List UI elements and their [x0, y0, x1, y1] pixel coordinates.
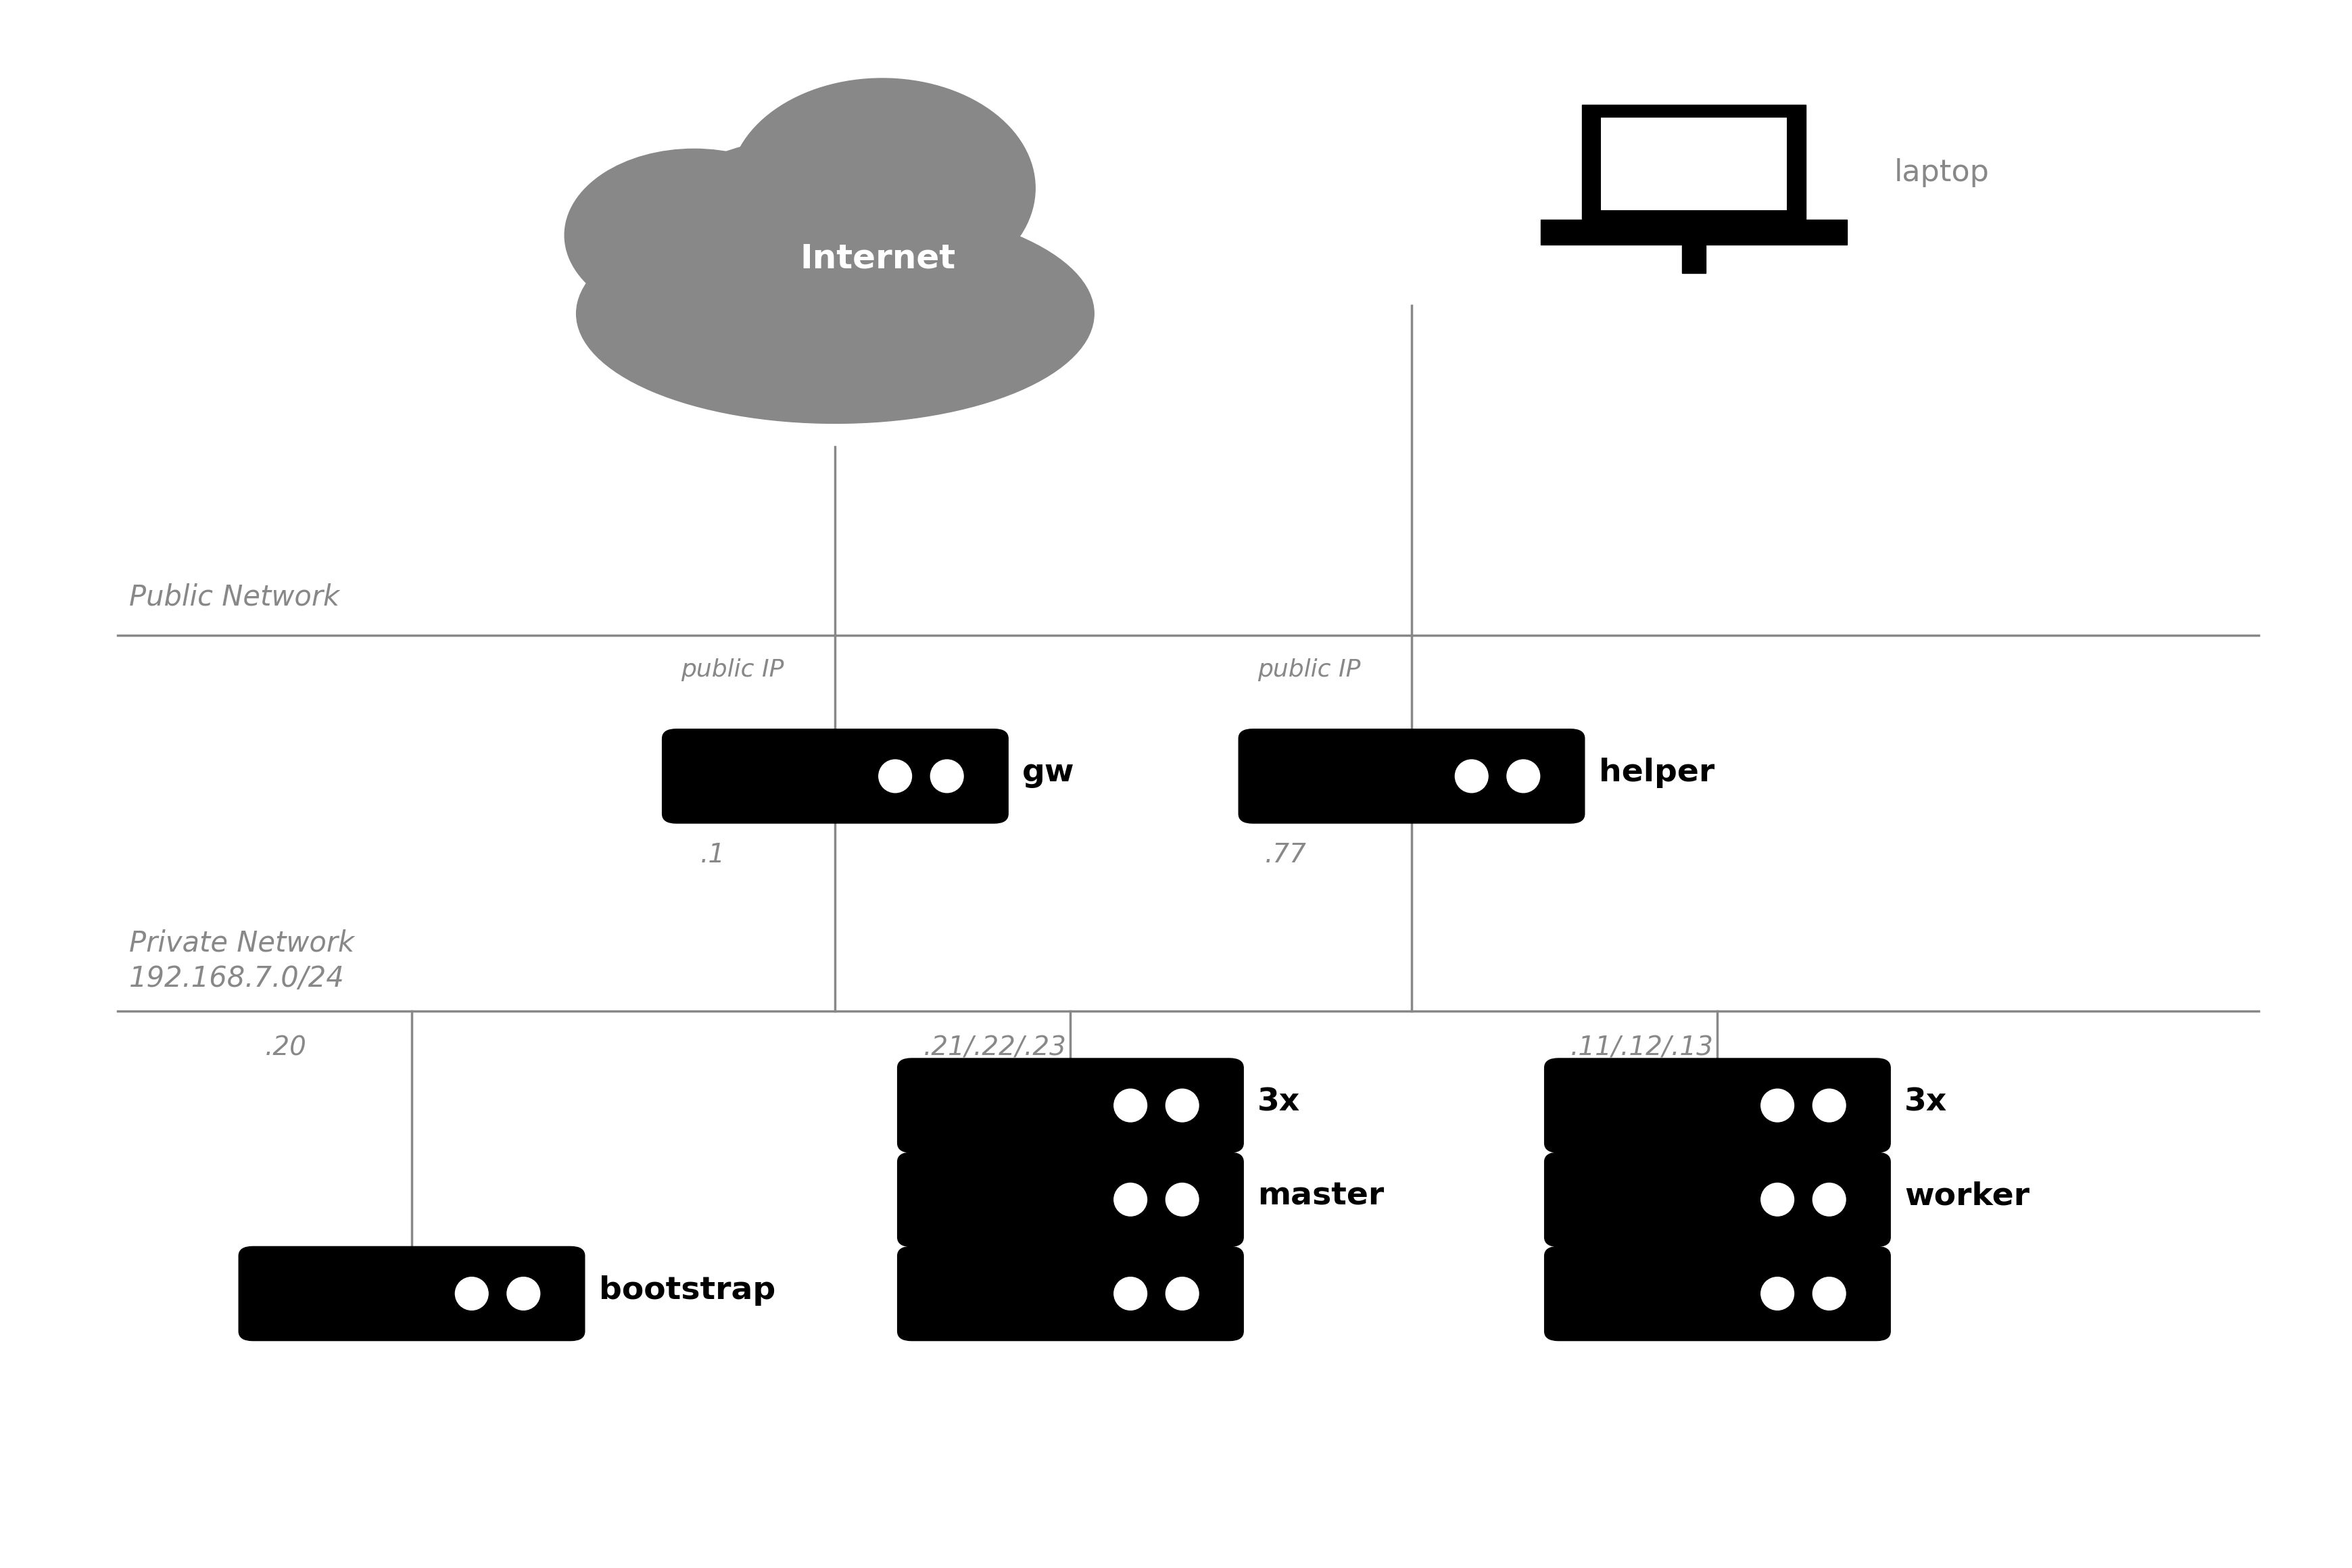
- Ellipse shape: [1811, 1184, 1844, 1217]
- FancyBboxPatch shape: [663, 729, 1009, 823]
- FancyBboxPatch shape: [1543, 1152, 1891, 1247]
- Text: helper: helper: [1599, 757, 1715, 789]
- Ellipse shape: [508, 1276, 541, 1311]
- Ellipse shape: [1112, 1184, 1145, 1217]
- Ellipse shape: [729, 78, 1035, 298]
- Ellipse shape: [880, 760, 910, 793]
- Text: public IP: public IP: [1256, 659, 1359, 682]
- Text: laptop: laptop: [1893, 158, 1987, 187]
- Ellipse shape: [1112, 1088, 1145, 1123]
- Ellipse shape: [1167, 1184, 1197, 1217]
- Text: public IP: public IP: [682, 659, 783, 682]
- Ellipse shape: [1112, 1276, 1145, 1311]
- Ellipse shape: [1454, 760, 1486, 793]
- Ellipse shape: [1811, 1088, 1844, 1123]
- Text: .77: .77: [1265, 842, 1305, 867]
- Ellipse shape: [576, 204, 1094, 423]
- FancyBboxPatch shape: [238, 1247, 583, 1341]
- Text: .21/.22/.23: .21/.22/.23: [922, 1035, 1065, 1060]
- Text: master: master: [1256, 1181, 1383, 1212]
- Text: 3x: 3x: [1905, 1087, 1947, 1118]
- Bar: [1682, 245, 1705, 273]
- Text: Public Network: Public Network: [129, 583, 339, 612]
- Bar: [1581, 105, 1806, 223]
- Text: .1: .1: [701, 842, 724, 867]
- Ellipse shape: [1811, 1276, 1844, 1311]
- Text: worker: worker: [1905, 1181, 2030, 1212]
- Text: bootstrap: bootstrap: [597, 1275, 776, 1306]
- Ellipse shape: [564, 149, 823, 321]
- Ellipse shape: [1167, 1088, 1197, 1123]
- Ellipse shape: [1759, 1276, 1792, 1311]
- Ellipse shape: [1167, 1276, 1197, 1311]
- FancyBboxPatch shape: [1543, 1247, 1891, 1341]
- Text: Internet: Internet: [800, 243, 955, 274]
- Ellipse shape: [1759, 1088, 1792, 1123]
- Text: 3x: 3x: [1256, 1087, 1301, 1118]
- Text: Private Network
192.168.7.0/24: Private Network 192.168.7.0/24: [129, 930, 355, 993]
- Ellipse shape: [1505, 760, 1541, 793]
- Text: .20: .20: [263, 1035, 306, 1060]
- Text: gw: gw: [1021, 757, 1075, 789]
- FancyBboxPatch shape: [1237, 729, 1585, 823]
- Ellipse shape: [1759, 1184, 1792, 1217]
- Ellipse shape: [931, 760, 964, 793]
- FancyBboxPatch shape: [1543, 1058, 1891, 1152]
- Text: .11/.12/.13: .11/.12/.13: [1571, 1035, 1712, 1060]
- Ellipse shape: [670, 141, 906, 282]
- FancyBboxPatch shape: [898, 1058, 1242, 1152]
- FancyBboxPatch shape: [898, 1247, 1242, 1341]
- FancyBboxPatch shape: [898, 1152, 1242, 1247]
- Bar: [1602, 118, 1788, 210]
- Ellipse shape: [456, 1276, 489, 1311]
- Bar: [1541, 220, 1846, 245]
